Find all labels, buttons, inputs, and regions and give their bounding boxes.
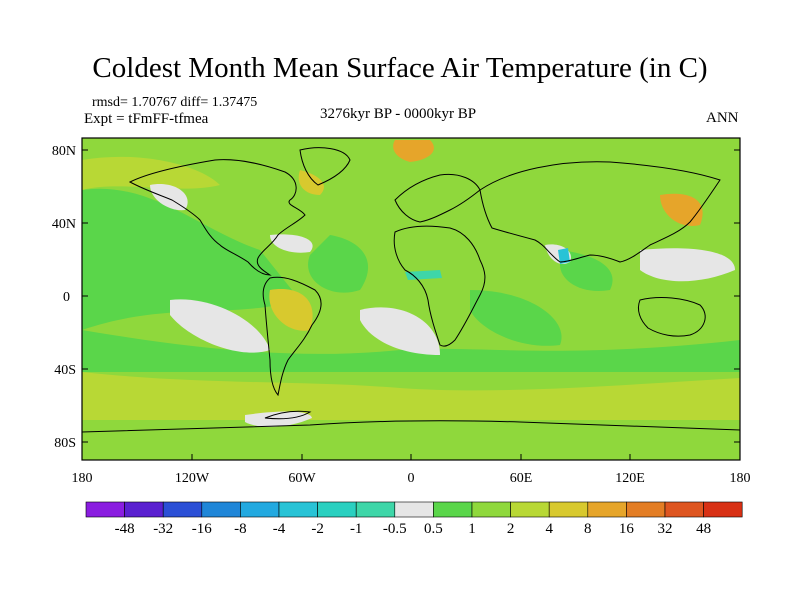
- stats-label: rmsd= 1.70767 diff= 1.37475: [92, 95, 258, 110]
- lon-labels: 180 120W 60W 0 60E 120E 180: [72, 471, 751, 486]
- field-green-atlantic: [82, 188, 300, 330]
- colorbar-label: -0.5: [383, 521, 407, 537]
- lat-ticks: [82, 149, 740, 443]
- colorbar-label: -2: [311, 521, 324, 537]
- colorbar-swatch: [394, 501, 434, 518]
- period-label: 3276kyr BP - 0000kyr BP: [320, 106, 477, 122]
- field-green-indian: [470, 290, 562, 346]
- colorbar-swatch: [664, 501, 704, 518]
- experiment-label: Expt = tFmFF-tfmea: [84, 111, 209, 127]
- field-white-west-pacific: [640, 248, 735, 282]
- field-cyan-sahel: [405, 270, 442, 280]
- lat-label-40n: 40N: [52, 217, 76, 232]
- colorbar-label: 4: [545, 521, 553, 537]
- colorbar-swatch: [162, 501, 203, 518]
- lon-label-120e: 120E: [615, 471, 645, 486]
- colorbar-label: 32: [658, 521, 673, 537]
- field-yellow-north: [82, 156, 220, 190]
- colorbar-label: 16: [619, 521, 635, 537]
- field-white-caribbean: [270, 234, 313, 253]
- colorbar: [85, 501, 743, 518]
- colorbar-label: -4: [273, 521, 286, 537]
- coast-europe: [394, 173, 481, 223]
- coast-africa: [393, 225, 486, 347]
- field-orange-arctic: [393, 140, 434, 162]
- colorbar-label: -48: [115, 521, 135, 537]
- field-green-mid-atlantic: [308, 235, 369, 293]
- lat-label-40s: 40S: [54, 363, 76, 378]
- field-orange-japan: [660, 193, 703, 226]
- field-green-asia: [560, 250, 613, 291]
- colorbar-swatch: [355, 501, 396, 518]
- field-yellow-greenland: [298, 170, 324, 195]
- colorbar-label: -8: [234, 521, 247, 537]
- lon-label-180e: 180: [730, 471, 751, 486]
- colorbar-swatch: [510, 501, 550, 518]
- colorbar-swatch: [587, 501, 627, 518]
- field-white-south-pacific: [170, 299, 270, 353]
- field-cyan-india: [558, 248, 570, 264]
- field-yellow-south-america: [269, 289, 313, 331]
- map-title: Coldest Month Mean Surface Air Temperatu…: [92, 52, 708, 84]
- coast-antarctica: [81, 420, 741, 433]
- coast-australia: [637, 297, 706, 337]
- lon-label-120w: 120W: [175, 471, 210, 486]
- field-yellow-southern: [82, 372, 740, 420]
- colorbar-swatch: [85, 501, 125, 518]
- coast-antarctic-peninsula: [264, 410, 312, 420]
- coast-north-america: [128, 159, 306, 276]
- colorbar-swatch: [471, 501, 511, 518]
- lon-ticks: [81, 454, 741, 460]
- colorbar-label: 2: [507, 521, 515, 537]
- coast-asia: [479, 161, 721, 263]
- colorbar-label: 48: [696, 521, 711, 537]
- coast-greenland: [299, 147, 351, 186]
- coast-south-america: [262, 276, 322, 397]
- lat-label-80s: 80S: [54, 436, 76, 451]
- colorbar-label: -1: [350, 521, 363, 537]
- lon-label-60w: 60W: [288, 471, 316, 486]
- colorbar-label: 8: [584, 521, 592, 537]
- map-field: [82, 138, 740, 460]
- season-label: ANN: [706, 110, 739, 126]
- lon-label-0: 0: [408, 471, 415, 486]
- lat-label-0: 0: [63, 290, 70, 305]
- colorbar-swatch: [433, 501, 473, 518]
- colorbar-swatch: [240, 501, 280, 518]
- colorbar-swatch: [626, 501, 666, 518]
- lat-labels: 80N 40N 0 40S 80S: [52, 144, 76, 451]
- coastlines: [81, 147, 741, 433]
- colorbar-label: -32: [153, 521, 173, 537]
- colorbar-label: -16: [192, 521, 212, 537]
- colorbar-swatch: [124, 501, 164, 518]
- colorbar-swatch: [201, 501, 241, 518]
- colorbar-swatch: [278, 501, 318, 518]
- colorbar-swatch: [703, 501, 743, 518]
- colorbar-label: 0.5: [424, 521, 443, 537]
- colorbar-label: 1: [468, 521, 476, 537]
- colorbar-swatch: [548, 501, 589, 518]
- lon-label-60e: 60E: [510, 471, 533, 486]
- colorbar-labels: -48 -32 -16 -8 -4 -2 -1 -0.5 0.5 1 2 4 8 16 32 48: [115, 521, 711, 537]
- lon-label-180w: 180: [72, 471, 93, 486]
- lat-label-80n: 80N: [52, 144, 76, 159]
- colorbar-swatch: [317, 501, 357, 518]
- field-white-south-atlantic: [360, 307, 440, 355]
